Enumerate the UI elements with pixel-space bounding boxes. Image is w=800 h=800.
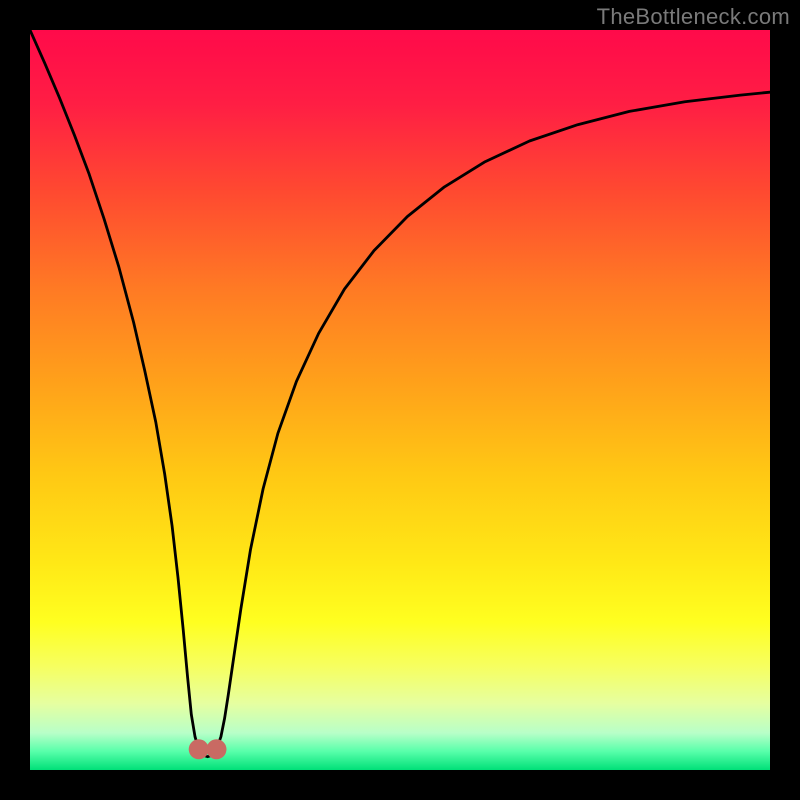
- watermark-text: TheBottleneck.com: [597, 4, 790, 30]
- plot-svg-layer: [30, 30, 770, 770]
- chart-root: { "watermark_text": "TheBottleneck.com",…: [0, 0, 800, 800]
- endpoint-marker-left: [189, 739, 209, 759]
- plot-frame: [30, 30, 770, 770]
- endpoint-marker-right: [206, 739, 226, 759]
- bottleneck-curve: [30, 30, 770, 757]
